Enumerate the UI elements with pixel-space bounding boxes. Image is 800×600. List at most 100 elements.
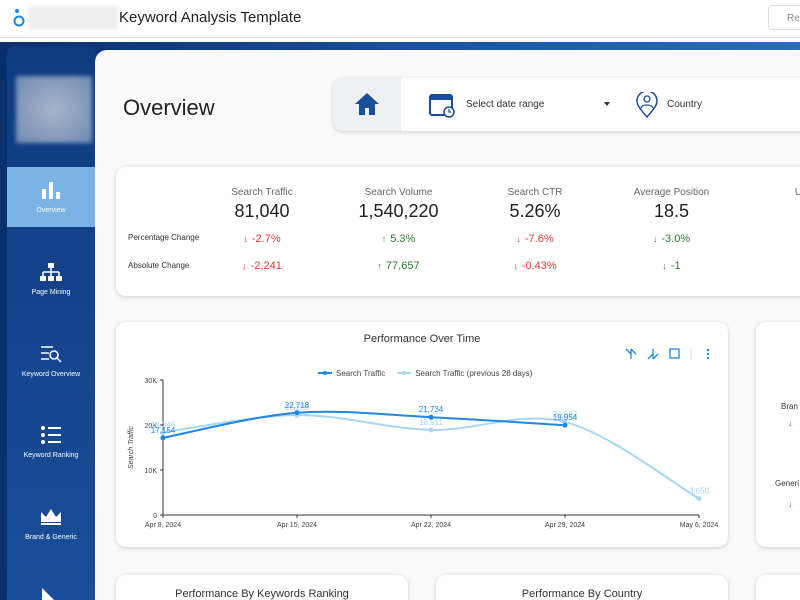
kpi-change: ↓ -3.0% — [604, 233, 740, 245]
trend-arrow: ↑ — [381, 234, 387, 244]
kpi-change: ↑ 77,657 — [331, 260, 467, 272]
legend-label: Search Traffic — [336, 369, 385, 378]
trend-arrow: ↓ — [243, 234, 248, 244]
data-point — [428, 414, 434, 420]
nav-label[interactable]: Brand & Generic — [25, 534, 77, 541]
kpi-change: ↓ -2.7% — [194, 233, 330, 245]
filter-bar: Select date range Country — [333, 78, 800, 131]
nav-label[interactable]: Keyword Overview — [21, 371, 81, 378]
sort-desc-icon[interactable] — [647, 349, 659, 360]
kpi-label: Uniqu — [794, 187, 800, 198]
avatar — [16, 76, 92, 143]
data-label: 18,346 — [151, 420, 176, 429]
data-point — [160, 429, 166, 435]
change-value: -2,241 — [250, 260, 282, 272]
legend-label: Search Traffic (previous 28 days) — [415, 369, 533, 378]
explore-icon[interactable] — [669, 348, 680, 359]
kpi-column: Search Volume 1,540,220 ↑ 5.3% ↑ 77,657 — [331, 167, 467, 296]
trend-arrow: ↓ — [652, 234, 658, 244]
menu-icon[interactable] — [706, 348, 710, 360]
trend-arrow: ↓ — [242, 261, 247, 271]
nav-icon — [41, 426, 61, 444]
down-arrow: ↓ — [788, 418, 793, 428]
data-point — [294, 410, 300, 416]
trend-arrow: ↓ — [513, 261, 518, 271]
data-label: 22,718 — [285, 401, 310, 410]
change-value: 5.3% — [390, 233, 416, 245]
data-point — [428, 427, 434, 433]
change-value: -2.7% — [251, 233, 281, 245]
blurred-name — [28, 6, 118, 30]
top-bar — [0, 0, 800, 38]
kpi-value: 1,540,220 — [358, 201, 439, 221]
series-line — [162, 410, 566, 439]
y-axis-label: Search Traffic — [128, 425, 135, 469]
row-label: Absolute Change — [128, 261, 190, 270]
nav-label[interactable]: Overview — [36, 207, 66, 214]
y-tick-label: 10K — [145, 468, 158, 475]
nav-icon — [42, 588, 54, 600]
data-label: 18,911 — [419, 418, 443, 427]
nav-label[interactable]: Keyword Ranking — [23, 452, 79, 459]
country-filter[interactable]: Country — [667, 99, 703, 110]
data-label: 22,206 — [285, 403, 310, 412]
chart: Performance Over Time Search Traffic 0 10K… — [128, 333, 718, 529]
kpi-change: ↓- — [740, 260, 800, 272]
kpi-column: Search CTR 5.26% ↓ -7.6% ↓ -0.43% — [467, 167, 603, 296]
kpi-change: ↓ -1 — [604, 260, 740, 272]
reset-button[interactable]: Re — [768, 5, 800, 30]
home-icon — [355, 93, 379, 115]
kpi-column: Average Position 18.5 ↓ -3.0% ↓ -1 — [604, 167, 740, 296]
kpi-change: ↑ 5.3% — [331, 233, 467, 245]
data-label: 21,734 — [419, 405, 444, 414]
bottom-card: Performance By Country — [436, 575, 728, 600]
kpi-label: Average Position — [633, 187, 710, 198]
row-label: Percentage Change — [128, 233, 200, 242]
x-tick-label: Apr 15, 2024 — [277, 522, 317, 529]
kpi-value: 5.26% — [509, 201, 561, 221]
kpi-change: ↓- — [740, 233, 800, 245]
nav-label[interactable]: Page Mining — [31, 289, 71, 296]
sort-asc-icon[interactable] — [625, 348, 637, 359]
data-label: 20,682 — [553, 410, 578, 419]
date-filter[interactable]: Select date range — [466, 99, 545, 110]
app-title: Keyword Analysis Template — [119, 9, 302, 26]
down-arrow: ↓ — [788, 499, 793, 509]
bottom-card: Performance By Keywords Ranking — [116, 575, 408, 600]
y-tick-label: 30K — [145, 378, 158, 385]
nav-icon — [40, 263, 62, 281]
change-value: -1 — [670, 260, 681, 272]
location-icon — [636, 92, 658, 118]
kpi-value: 9, — [740, 201, 800, 222]
bottom-card — [756, 575, 800, 600]
change-value: 77,657 — [385, 260, 420, 272]
kpi-value: 18.5 — [653, 201, 690, 221]
data-label: 19,954 — [553, 413, 578, 422]
x-tick-label: Apr 22, 2024 — [411, 522, 451, 529]
legend-swatch — [402, 371, 407, 375]
legend-swatch — [323, 371, 327, 375]
change-value: -0.43% — [521, 260, 557, 272]
kpi-label: Search Volume — [364, 187, 433, 198]
kpi-change: ↓ -7.6% — [467, 233, 603, 245]
dropdown-arrow — [604, 102, 610, 106]
page-title: Overview — [123, 95, 215, 120]
side-card: Bran ↓ Generi ↓ — [756, 322, 800, 547]
kpi-value: 81,040 — [234, 201, 290, 221]
y-tick-label: 0 — [153, 513, 157, 520]
kpi-label: Search CTR — [507, 187, 563, 198]
kpi-label: Search Traffic — [231, 187, 293, 198]
calendar-icon — [429, 94, 455, 118]
logo — [13, 9, 25, 27]
x-tick-label: Apr 29, 2024 — [545, 522, 585, 529]
kpi-column: Search Traffic 81,040 ↓ -2.7% ↓ -2,241 — [194, 167, 330, 296]
card-title: Performance By Keywords Ranking — [175, 588, 349, 600]
data-point — [562, 422, 568, 428]
trend-arrow: ↓ — [516, 234, 521, 244]
data-point — [696, 496, 702, 502]
chart-title: Performance Over Time — [364, 333, 481, 345]
nav-icon — [41, 509, 61, 525]
kpi-card: Percentage Change Absolute Change Search… — [116, 167, 800, 296]
chart-card: Performance Over Time Search Traffic 0 10K… — [116, 322, 728, 547]
